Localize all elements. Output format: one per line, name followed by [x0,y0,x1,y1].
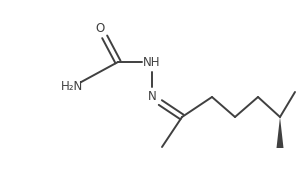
Text: O: O [95,22,105,35]
Text: H₂N: H₂N [61,81,83,94]
Text: NH: NH [143,56,161,69]
Text: N: N [148,90,156,103]
Polygon shape [277,117,284,148]
